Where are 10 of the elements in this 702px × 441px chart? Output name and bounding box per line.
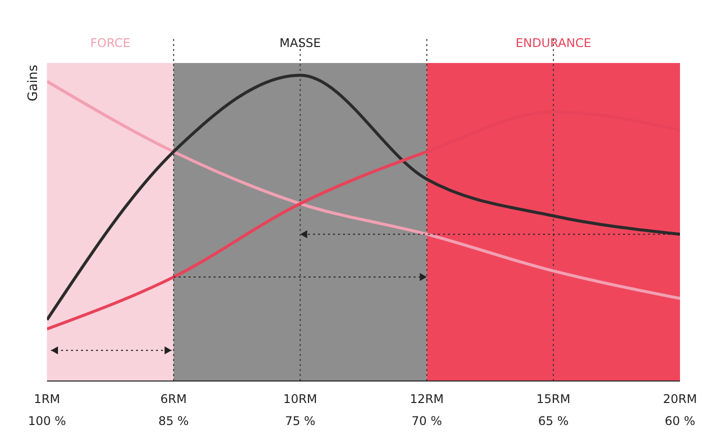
- y-axis-title: Gains: [26, 64, 41, 102]
- x-tick-label: 12RM 70 %: [410, 392, 444, 428]
- x-tick-label: 15RM 65 %: [536, 392, 570, 428]
- x-tick-label: 20RM 60 %: [663, 392, 697, 428]
- band-label: ENDURANCE: [516, 36, 592, 50]
- x-tick-label: 6RM 85 %: [158, 392, 189, 428]
- band-label: MASSE: [280, 36, 321, 50]
- x-tick-label: 1RM 100 %: [28, 392, 66, 428]
- band-label: FORCE: [90, 36, 130, 50]
- x-tick-label: 10RM 75 %: [283, 392, 318, 428]
